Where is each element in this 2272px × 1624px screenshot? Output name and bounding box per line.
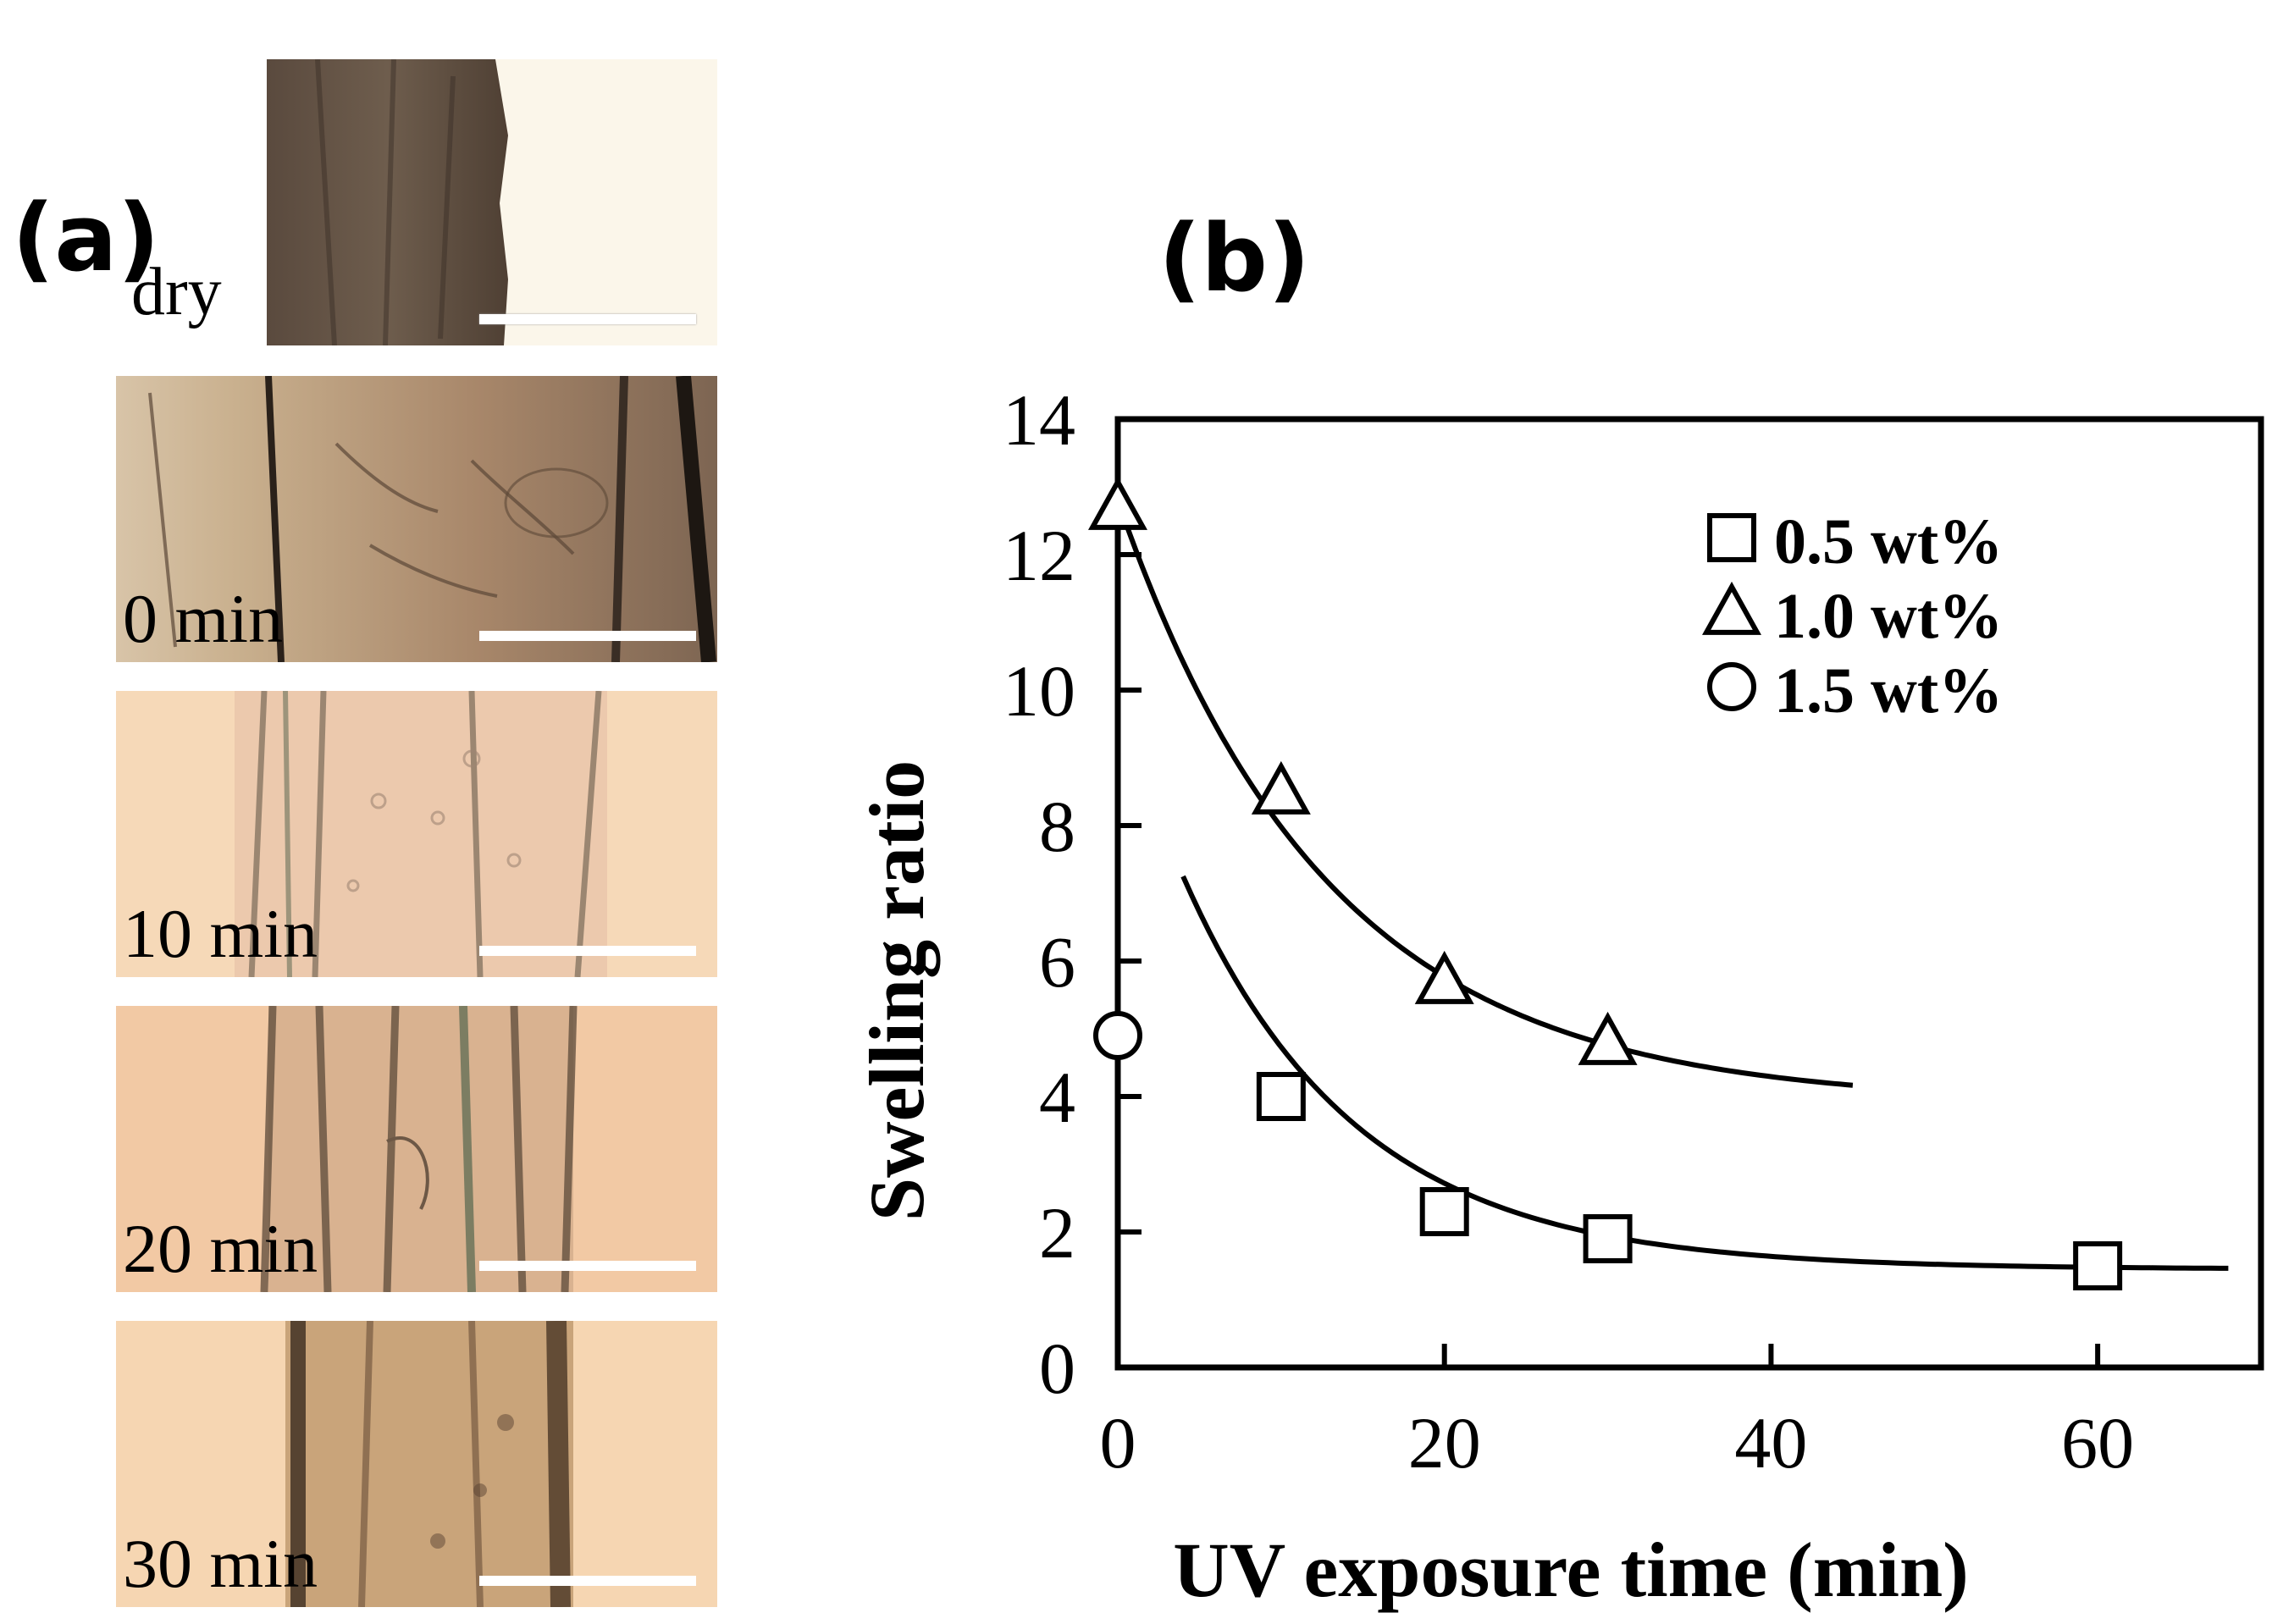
- tile-label: 0 min: [123, 580, 284, 657]
- legend-label: 1.0 wt%: [1774, 581, 2003, 652]
- dry-label: dry: [131, 255, 222, 329]
- x-tick-label: 20: [1408, 1402, 1481, 1483]
- micrograph-0-min: 0 min: [116, 376, 717, 662]
- data-point: [2073, 1241, 2123, 1290]
- micrograph-dry: [267, 59, 717, 345]
- scale-bar: [479, 946, 696, 956]
- scale-bar: [479, 1261, 696, 1271]
- micrograph-30-min: 30 min: [116, 1321, 717, 1607]
- data-point: [1088, 476, 1147, 530]
- fit-curve: [1180, 875, 2229, 1271]
- x-axis-label: UV exposure time (min): [1173, 1527, 1969, 1613]
- x-tick-label: 0: [1100, 1402, 1136, 1483]
- panel-a-label: (a): [12, 184, 160, 292]
- data-point: [1419, 1187, 1469, 1236]
- legend-marker: [1702, 581, 1761, 635]
- data-point: [1256, 1072, 1306, 1121]
- x-tick-label: 60: [2061, 1402, 2134, 1483]
- micrograph-10-min: 10 min: [116, 691, 717, 977]
- swelling-ratio-chart: 0 20 40 60 0 2 4 6 8 10 12 14 UV exposure time (min)…: [854, 379, 2264, 1613]
- data-point: [1583, 1214, 1633, 1263]
- data-point: [1414, 950, 1474, 1004]
- legend-label: 1.5 wt%: [1774, 655, 2003, 726]
- tile-label: 30 min: [123, 1525, 318, 1602]
- y-tick-label: 4: [1039, 1057, 1075, 1138]
- scale-bar: [479, 1576, 696, 1586]
- scale-bar: [479, 631, 696, 641]
- legend-marker: [1707, 662, 1756, 711]
- y-tick-label: 10: [1003, 650, 1075, 732]
- x-tick-label: 40: [1734, 1402, 1807, 1483]
- panel-b-label: (b): [1158, 204, 1311, 312]
- y-tick-label: 8: [1039, 786, 1075, 867]
- y-axis-label: Swelling ratio: [854, 760, 940, 1221]
- y-tick-label: 6: [1039, 921, 1075, 1003]
- tile-label: 10 min: [123, 895, 318, 972]
- y-tick-label: 0: [1039, 1328, 1075, 1409]
- data-point: [1578, 1011, 1638, 1065]
- tile-label: 20 min: [123, 1210, 318, 1287]
- micrograph-20-min: 20 min: [116, 1006, 717, 1292]
- y-tick-label: 12: [1003, 515, 1075, 596]
- data-point: [1093, 1011, 1142, 1060]
- plot-frame: [1114, 416, 2264, 1371]
- scale-bar: [479, 314, 696, 324]
- data-point: [1251, 760, 1311, 815]
- legend-label: 0.5 wt%: [1774, 506, 2003, 577]
- y-tick-label: 2: [1039, 1192, 1075, 1273]
- fit-curve: [1115, 500, 1854, 1088]
- y-tick-label: 14: [1003, 379, 1075, 461]
- legend-marker: [1707, 513, 1756, 562]
